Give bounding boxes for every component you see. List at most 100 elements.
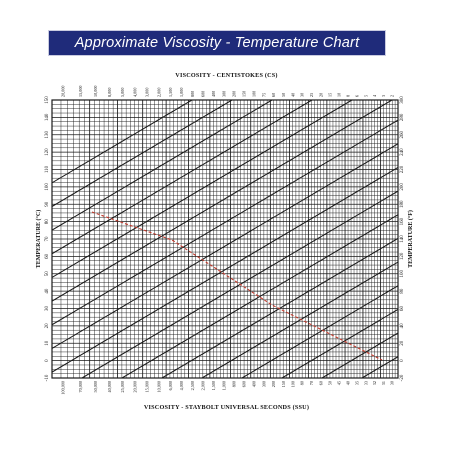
fahrenheit-tick-label: 140 xyxy=(400,235,405,243)
fahrenheit-tick-label: 280 xyxy=(400,113,405,121)
fahrenheit-tick-label: 200 xyxy=(400,183,405,191)
cs-tick-label: 400 xyxy=(211,91,216,97)
reference-line xyxy=(121,214,398,378)
cs-tick-label: 10,000 xyxy=(93,85,99,97)
ssu-tick-label: 70,000 xyxy=(78,381,84,393)
ssu-tick-label: 25,000 xyxy=(120,381,126,393)
celsius-tick-label: 40 xyxy=(45,288,50,294)
left-axis-title: TEMPERATURE (°C) xyxy=(35,210,42,268)
cs-tick-label: 50 xyxy=(281,93,286,97)
fahrenheit-tick-label: 180 xyxy=(400,200,405,208)
celsius-tick-label: 120 xyxy=(45,148,50,156)
ssu-tick-label: 50,000 xyxy=(93,381,99,393)
reference-line xyxy=(52,143,398,350)
ssu-tick-label: 800 xyxy=(232,381,237,387)
celsius-tick-label: 80 xyxy=(45,219,50,225)
reference-line-group xyxy=(52,100,398,378)
fahrenheit-tick-label: 20 xyxy=(400,340,405,346)
reference-line xyxy=(52,119,398,326)
cs-tick-label: 5,000 xyxy=(120,88,126,97)
ssu-tick-label: 4,000 xyxy=(179,381,185,390)
fahrenheit-tick-label: -20 xyxy=(400,374,405,381)
celsius-tick-label: 20 xyxy=(45,323,50,329)
ssu-tick-label: 50 xyxy=(327,381,332,385)
ssu-tick-label: 35 xyxy=(354,381,359,385)
cs-tick-label: 5 xyxy=(363,95,368,97)
fahrenheit-tick-label: 260 xyxy=(400,131,405,139)
ssu-tick-label: 40,000 xyxy=(107,381,113,393)
ssu-tick-label: 80 xyxy=(300,381,305,385)
ssu-tick-label: 6,000 xyxy=(168,381,174,390)
celsius-tick-label: 150 xyxy=(45,96,50,104)
tick-labels: 1501401301201101009080706050403020100-10… xyxy=(45,85,405,394)
cs-tick-label: 30 xyxy=(300,93,305,97)
celsius-tick-label: 90 xyxy=(45,201,50,207)
cs-tick-label: 300 xyxy=(221,91,226,97)
ssu-tick-label: 400 xyxy=(252,381,257,387)
reference-line xyxy=(52,100,193,184)
celsius-tick-label: 70 xyxy=(45,236,50,242)
reference-line xyxy=(52,100,313,255)
celsius-tick-label: 110 xyxy=(45,165,50,173)
cs-tick-label: 20,000 xyxy=(60,85,66,97)
ssu-tick-label: 60 xyxy=(318,381,323,385)
cs-tick-label: 2 xyxy=(390,95,395,97)
cs-tick-label: 3 xyxy=(381,95,386,97)
reference-line xyxy=(161,237,398,378)
axis-titles: TEMPERATURE (°C) TEMPERATURE (°F) xyxy=(35,210,414,268)
reference-line xyxy=(52,100,233,208)
fahrenheit-tick-label: 100 xyxy=(400,270,405,278)
cs-tick-label: 8,000 xyxy=(107,88,113,97)
reference-line xyxy=(241,285,398,378)
cs-tick-label: 8 xyxy=(346,95,351,97)
cs-tick-label: 40 xyxy=(290,93,295,97)
celsius-tick-label: 10 xyxy=(45,340,50,346)
ssu-tick-label: 1,500 xyxy=(211,381,217,390)
bottom-axis-title: VISCOSITY - STAYBOLT UNIVERSAL SECONDS (… xyxy=(143,404,310,411)
fahrenheit-tick-label: 160 xyxy=(400,217,405,225)
cs-tick-label: 60 xyxy=(271,93,276,97)
cs-tick-label: 15 xyxy=(327,93,332,97)
cs-tick-label: 600 xyxy=(201,91,206,97)
cs-tick-label: 10 xyxy=(337,93,342,97)
ssu-tick-label: 15,000 xyxy=(145,381,151,393)
celsius-tick-label: 30 xyxy=(45,306,50,312)
celsius-tick-label: 50 xyxy=(45,271,50,277)
cs-tick-label: 1,500 xyxy=(168,88,174,97)
celsius-tick-label: 0 xyxy=(45,359,50,362)
reference-line xyxy=(52,100,273,231)
celsius-tick-label: 130 xyxy=(45,131,50,139)
ssu-tick-label: 30 xyxy=(390,381,395,385)
reference-line xyxy=(52,100,393,302)
ssu-tick-label: 600 xyxy=(242,381,247,387)
cs-tick-label: 15,000 xyxy=(78,85,84,97)
ssu-tick-label: 300 xyxy=(261,381,266,387)
celsius-tick-label: 60 xyxy=(45,253,50,259)
ssu-tick-label: 40 xyxy=(346,381,351,385)
cs-tick-label: 200 xyxy=(232,91,237,97)
ssu-tick-label: 33 xyxy=(363,381,368,385)
ssu-tick-label: 70 xyxy=(309,381,314,385)
cs-tick-label: 1,000 xyxy=(179,88,185,97)
fahrenheit-tick-label: 120 xyxy=(400,252,405,260)
fahrenheit-tick-label: 40 xyxy=(400,323,405,329)
ssu-tick-label: 2,000 xyxy=(201,381,207,390)
cs-tick-label: 150 xyxy=(242,91,247,97)
ssu-tick-label: 200 xyxy=(271,381,276,387)
cs-tick-label: 2,000 xyxy=(156,88,162,97)
right-axis-title: TEMPERATURE (°F) xyxy=(407,210,414,268)
reference-line xyxy=(81,190,398,378)
ssu-tick-label: 32 xyxy=(372,381,377,385)
ssu-tick-label: 2,500 xyxy=(190,381,196,390)
fahrenheit-tick-label: 60 xyxy=(400,306,405,312)
celsius-tick-label: -10 xyxy=(45,374,50,381)
cs-tick-label: 3,000 xyxy=(145,88,151,97)
cs-tick-label: 4 xyxy=(372,94,377,97)
fahrenheit-tick-label: 300 xyxy=(400,96,405,104)
ssu-tick-label: 10,000 xyxy=(156,381,162,393)
cs-tick-label: 25 xyxy=(309,93,314,97)
chart-title: Approximate Viscosity - Temperature Char… xyxy=(74,35,360,51)
reference-line xyxy=(52,100,353,279)
reference-line xyxy=(281,308,398,378)
